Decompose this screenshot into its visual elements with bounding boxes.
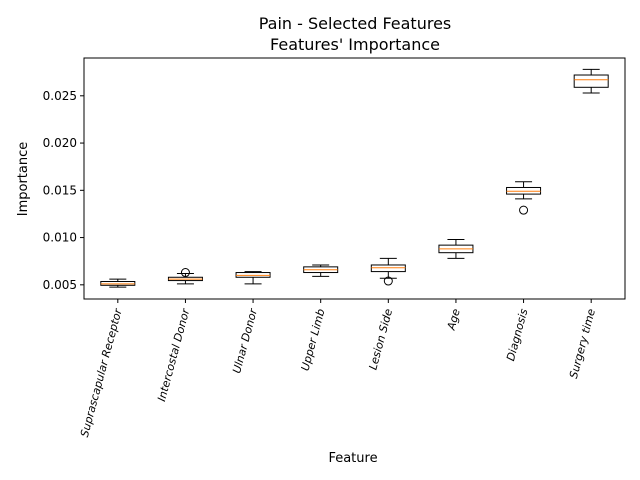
outlier-point — [383, 276, 393, 286]
chart-title: Pain - Selected Features — [259, 14, 452, 33]
x-tick-label: Diagnosis — [504, 307, 530, 362]
x-tick-label: Age — [445, 307, 463, 332]
y-tick-label: 0.025 — [43, 89, 77, 103]
outlier-point — [519, 205, 529, 215]
y-tick-label: 0.010 — [43, 231, 77, 245]
x-tick-label: Lesion Side — [366, 307, 395, 371]
y-tick-label: 0.005 — [43, 278, 77, 292]
chart-subtitle: Features' Importance — [270, 35, 440, 54]
box-6 — [438, 238, 474, 259]
box-7 — [506, 181, 542, 215]
plot-area — [100, 68, 609, 288]
x-axis: Suprascapular Receptor Intercostal Donor U… — [78, 299, 598, 439]
x-tick-label: Ulnar Donor — [230, 306, 260, 375]
y-axis-label: Importance — [16, 142, 31, 217]
box-2 — [167, 268, 203, 285]
x-tick-label: Suprascapular Receptor — [78, 306, 125, 439]
box-4 — [303, 264, 339, 277]
x-axis-label: Feature — [328, 451, 377, 466]
iqr-box — [573, 74, 609, 88]
box-3 — [235, 271, 271, 285]
x-tick-label: Upper Limb — [299, 307, 328, 372]
box-5 — [370, 257, 406, 286]
x-tick-label: Intercostal Donor — [155, 306, 193, 403]
y-tick-label: 0.020 — [43, 136, 77, 150]
outlier-point — [180, 268, 190, 278]
box-1 — [100, 278, 136, 288]
x-tick-label: Surgery time — [567, 307, 598, 380]
y-axis: 0.005 0.010 0.015 0.020 0.025 — [43, 89, 84, 292]
plot-frame — [83, 57, 626, 300]
box-8 — [573, 68, 609, 94]
y-tick-label: 0.015 — [43, 183, 77, 197]
